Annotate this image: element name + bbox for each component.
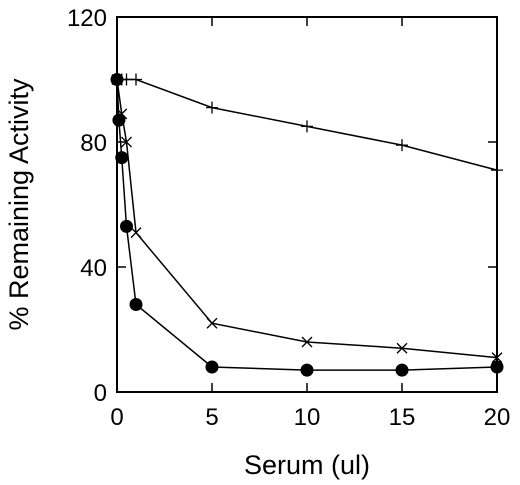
- data-point: [112, 113, 126, 127]
- x-tick-label: 15: [389, 404, 416, 431]
- series-3: [110, 73, 504, 377]
- data-point: [491, 352, 503, 364]
- x-axis-label: Serum (ul): [244, 450, 370, 480]
- series-2: [111, 74, 503, 364]
- data-point: [205, 360, 219, 374]
- series-1: [111, 73, 503, 177]
- data-point: [490, 360, 504, 374]
- data-point: [130, 227, 142, 239]
- data-point: [115, 151, 129, 165]
- y-tick-label: 120: [67, 5, 107, 32]
- y-tick-label: 80: [80, 130, 107, 157]
- data-point: [396, 139, 408, 152]
- data-point: [395, 363, 409, 377]
- data-point: [301, 336, 313, 348]
- data-point: [300, 363, 314, 377]
- y-axis-label: % Remaining Activity: [4, 78, 34, 331]
- tick-labels: 0 5 10 15 20 0 40 80 120: [67, 5, 510, 431]
- data-point: [206, 101, 218, 114]
- data-point: [110, 73, 124, 86]
- x-tick-label: 10: [294, 404, 321, 431]
- data-point: [129, 298, 143, 311]
- x-tick-label: 0: [110, 404, 123, 431]
- data-point: [491, 164, 503, 177]
- x-tick-label: 20: [484, 404, 511, 431]
- x-tick-label: 5: [205, 404, 218, 431]
- data-point: [130, 73, 142, 86]
- y-tick-label: 0: [94, 380, 107, 407]
- data-point: [121, 136, 132, 148]
- data-point: [120, 219, 133, 233]
- axis-ticks: [116, 16, 498, 393]
- data-point: [206, 317, 218, 329]
- series-layer: [110, 73, 504, 377]
- data-point: [301, 120, 313, 133]
- y-tick-label: 40: [80, 255, 107, 282]
- data-point: [396, 342, 408, 354]
